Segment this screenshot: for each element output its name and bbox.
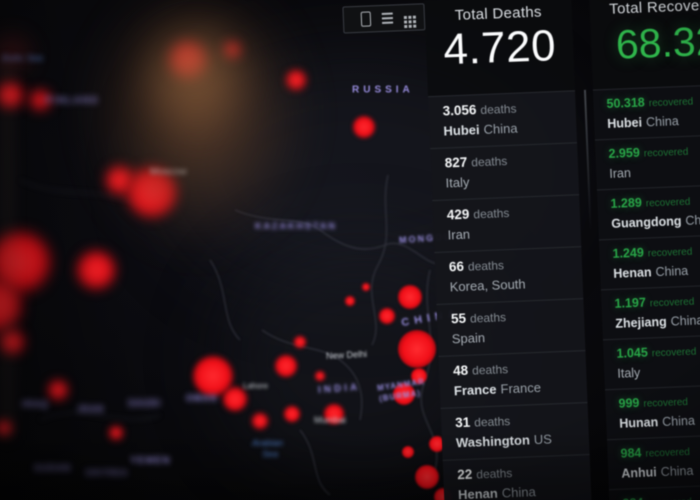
mobile-icon[interactable]	[360, 11, 372, 27]
region-name: Washington	[455, 432, 531, 451]
recovered-count: 1.249	[612, 245, 645, 261]
deaths-unit-label: deaths	[476, 466, 513, 482]
country-name: Italy	[617, 365, 641, 381]
deaths-header: Total Deaths 4.720	[424, 0, 575, 97]
deaths-count: 66	[448, 258, 465, 275]
deaths-count: 3.056	[442, 102, 477, 119]
recovered-unit-label: recovered	[645, 196, 691, 210]
country-name: China	[670, 313, 700, 329]
deaths-unit-label: deaths	[473, 206, 510, 222]
panel-divider	[583, 89, 592, 230]
region-name: Henan	[613, 265, 652, 281]
deaths-unit-label: deaths	[469, 310, 507, 326]
deaths-list-item[interactable]: 66 deaths Korea, South	[434, 246, 584, 305]
recovered-list: 50.318 recovered Hubei China 2.959 recovered I…	[592, 83, 700, 500]
recovered-count: 2.959	[608, 145, 641, 161]
region-name: Hubei	[607, 115, 643, 132]
country-name: Spain	[451, 330, 486, 347]
map-toolbar	[342, 3, 426, 34]
region-name: Hubei	[443, 122, 480, 139]
deaths-list-item[interactable]: 31 deaths Washington US	[440, 402, 590, 460]
deaths-list-item[interactable]: 22 deaths Henan China	[442, 453, 592, 500]
region-name: Guangdong	[611, 214, 682, 231]
country-name: France	[500, 379, 542, 397]
country-name: China	[501, 484, 537, 500]
recovered-count: 1.197	[614, 295, 647, 311]
deaths-list-item[interactable]: 48 deaths France France	[438, 350, 588, 408]
country-name: US	[533, 431, 553, 448]
recovered-header: Total Recovered 68.32	[589, 0, 700, 90]
recovered-unit-label: recovered	[649, 296, 695, 310]
country-name: China	[660, 463, 694, 480]
recovered-unit-label: recovered	[643, 146, 689, 160]
recovered-list-item[interactable]: 1.045 recovered Italy	[602, 333, 700, 390]
country-name: Korea, South	[449, 276, 526, 295]
recovered-unit-label: recovered	[647, 246, 693, 260]
region-name: France	[453, 381, 497, 399]
deaths-panel: Total Deaths 4.720 3.056 deaths Hubei China…	[424, 0, 597, 500]
deaths-list-item[interactable]: 429 deaths Iran	[432, 194, 582, 253]
region-name: Zhejiang	[615, 314, 667, 331]
recovered-panel-title: Total Recovered	[608, 0, 700, 18]
deaths-unit-label: deaths	[467, 258, 505, 274]
recovered-count: 50.318	[606, 95, 646, 112]
deaths-unit-label: deaths	[471, 154, 508, 170]
region-name: Hunan	[619, 415, 659, 431]
deaths-unit-label: deaths	[480, 101, 517, 118]
grid-icon[interactable]	[404, 16, 407, 19]
recovered-count: 984	[620, 445, 642, 461]
list-icon[interactable]	[381, 12, 394, 24]
country-name: China	[483, 120, 518, 137]
country-name: Iran	[447, 226, 471, 243]
recovered-list-item[interactable]: 1.289 recovered Guangdong China	[596, 183, 700, 240]
recovered-unit-label: recovered	[651, 346, 697, 360]
recovered-count: 1.045	[616, 345, 649, 361]
recovered-unit-label: recovered	[645, 446, 691, 460]
deaths-count: 429	[446, 206, 470, 223]
deaths-list-item[interactable]: 55 deaths Spain	[436, 298, 586, 356]
recovered-count: 999	[618, 395, 640, 411]
deaths-list-item[interactable]: 827 deaths Italy	[430, 142, 580, 201]
recovered-count: 934	[622, 496, 643, 500]
deaths-unit-label: deaths	[471, 362, 509, 378]
total-recovered-value: 68.32	[614, 17, 700, 68]
recovered-count: 1.289	[610, 195, 643, 211]
country-name: Iran	[609, 166, 632, 181]
recovered-list-item[interactable]: 1.249 recovered Henan China	[598, 233, 700, 290]
deaths-list-item[interactable]: 3.056 deaths Hubei China	[428, 90, 578, 149]
deaths-unit-label: deaths	[473, 414, 511, 430]
recovered-unit-label: recovered	[643, 397, 689, 410]
country-name: China	[655, 263, 689, 280]
recovered-list-item[interactable]: 1.197 recovered Zhejiang China	[600, 283, 700, 340]
country-name: China	[645, 114, 679, 130]
deaths-count: 827	[444, 154, 468, 171]
recovered-unit-label: recovered	[648, 96, 694, 110]
deaths-count: 48	[452, 362, 469, 379]
region-name: Anhui	[621, 465, 658, 481]
country-name: China	[685, 212, 700, 228]
total-deaths-value: 4.720	[442, 21, 557, 75]
region-name: Henan	[457, 485, 499, 500]
country-name: China	[661, 413, 696, 430]
deaths-count: 22	[456, 466, 473, 483]
recovered-list-item[interactable]: 2.959 recovered Iran	[594, 133, 700, 190]
recovered-list-item[interactable]: 984 recovered Anhui China	[606, 433, 700, 490]
deaths-list: 3.056 deaths Hubei China 827 deaths Italy 429 de…	[428, 90, 597, 500]
deaths-count: 55	[450, 310, 467, 327]
deaths-count: 31	[454, 414, 471, 431]
country-name: Italy	[445, 174, 470, 191]
recovered-panel: Total Recovered 68.32 50.318 recovered Hub…	[589, 0, 700, 500]
recovered-list-item[interactable]: 50.318 recovered Hubei China	[592, 83, 700, 140]
recovered-list-item[interactable]: 999 recovered Hunan China	[604, 383, 700, 440]
